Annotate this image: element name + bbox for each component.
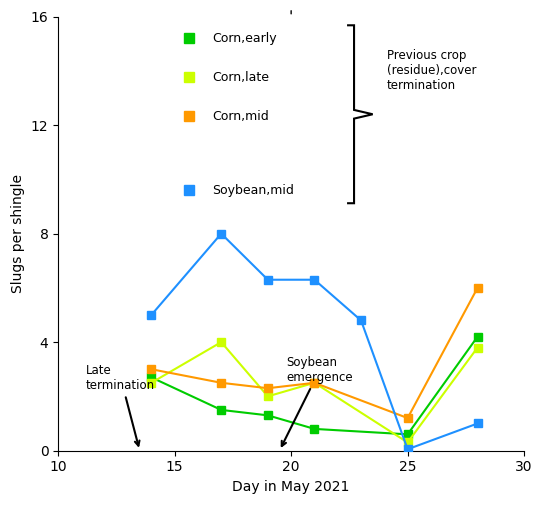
Text: Corn,early: Corn,early <box>212 32 276 45</box>
Text: Late
termination: Late termination <box>86 364 155 446</box>
Text: Soybean
emergence: Soybean emergence <box>282 356 353 446</box>
Text: Corn,late: Corn,late <box>212 71 269 84</box>
Text: Corn,mid: Corn,mid <box>212 110 269 123</box>
X-axis label: Day in May 2021: Day in May 2021 <box>232 480 350 494</box>
Text: Soybean,mid: Soybean,mid <box>212 184 294 197</box>
Text: Previous crop
(residue),cover
termination: Previous crop (residue),cover terminatio… <box>387 49 476 92</box>
Y-axis label: Slugs per shingle: Slugs per shingle <box>11 174 25 293</box>
